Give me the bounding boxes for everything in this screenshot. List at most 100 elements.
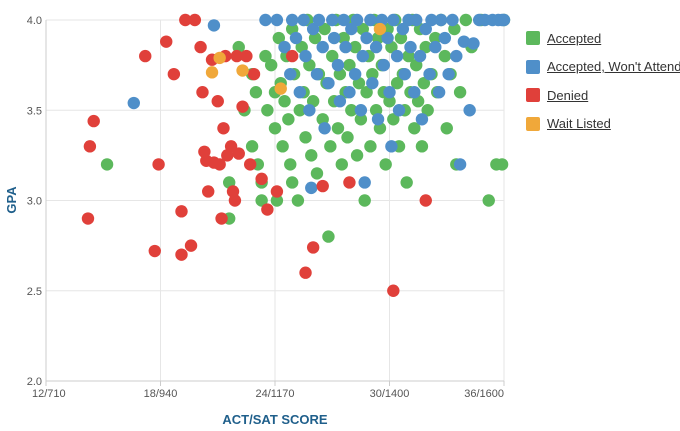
point-accepted-59[interactable]: [354, 113, 368, 126]
point-accepted-won-t-attend-8[interactable]: [293, 86, 307, 99]
point-accepted-won-t-attend-48[interactable]: [404, 40, 417, 54]
point-accepted-won-t-attend-16[interactable]: [316, 40, 329, 54]
legend-item-accepted[interactable]: Accepted: [526, 30, 680, 46]
point-accepted-won-t-attend-49[interactable]: [408, 86, 421, 99]
point-accepted-won-t-attend-20[interactable]: [327, 31, 341, 45]
point-denied-37[interactable]: [270, 185, 284, 198]
point-wait-listed-4[interactable]: [373, 22, 387, 36]
point-denied-21[interactable]: [213, 158, 226, 171]
point-accepted-105[interactable]: [459, 13, 473, 27]
point-accepted-won-t-attend-2[interactable]: [259, 13, 272, 27]
point-accepted-100[interactable]: [440, 122, 453, 135]
point-accepted-won-t-attend-18[interactable]: [322, 76, 335, 90]
point-accepted-won-t-attend-21[interactable]: [331, 58, 345, 72]
point-denied-39[interactable]: [299, 266, 312, 279]
point-accepted-won-t-attend-6[interactable]: [285, 13, 299, 27]
point-denied-7[interactable]: [167, 67, 181, 81]
point-accepted-23[interactable]: [284, 158, 297, 171]
point-denied-11[interactable]: [184, 239, 198, 252]
point-accepted-won-t-attend-32[interactable]: [360, 31, 373, 45]
point-accepted-49[interactable]: [335, 158, 348, 171]
point-accepted-won-t-attend-22[interactable]: [333, 95, 347, 108]
point-accepted-9[interactable]: [255, 194, 268, 207]
point-accepted-won-t-attend-26[interactable]: [345, 22, 358, 36]
point-accepted-44[interactable]: [326, 49, 339, 63]
point-accepted-40[interactable]: [318, 22, 331, 36]
point-accepted-96[interactable]: [429, 31, 442, 45]
point-accepted-won-t-attend-63[interactable]: [453, 158, 467, 171]
point-accepted-won-t-attend-11[interactable]: [303, 104, 316, 117]
point-accepted-won-t-attend-62[interactable]: [450, 49, 463, 63]
point-denied-41[interactable]: [316, 179, 329, 193]
point-denied-17[interactable]: [202, 185, 215, 198]
point-accepted-37[interactable]: [310, 167, 324, 180]
point-accepted-76[interactable]: [387, 113, 400, 126]
point-accepted-53[interactable]: [343, 58, 356, 72]
point-accepted-won-t-attend-65[interactable]: [463, 104, 476, 117]
point-accepted-won-t-attend-23[interactable]: [337, 13, 350, 27]
point-accepted-won-t-attend-54[interactable]: [423, 67, 436, 81]
point-accepted-won-t-attend-50[interactable]: [410, 13, 423, 27]
point-denied-34[interactable]: [247, 67, 261, 81]
point-accepted-won-t-attend-1[interactable]: [207, 19, 221, 32]
point-accepted-won-t-attend-56[interactable]: [429, 40, 442, 54]
point-accepted-92[interactable]: [417, 76, 431, 90]
point-accepted-15[interactable]: [268, 122, 282, 135]
point-wait-listed-2[interactable]: [236, 64, 249, 77]
point-accepted-won-t-attend-33[interactable]: [364, 13, 377, 27]
point-accepted-won-t-attend-55[interactable]: [425, 13, 438, 27]
point-denied-23[interactable]: [217, 122, 230, 135]
point-denied-12[interactable]: [188, 13, 202, 27]
point-accepted-22[interactable]: [282, 113, 295, 126]
point-denied-28[interactable]: [228, 194, 242, 207]
point-accepted-7[interactable]: [249, 86, 263, 99]
point-accepted-78[interactable]: [390, 76, 404, 90]
point-accepted-74[interactable]: [383, 95, 396, 108]
point-accepted-65[interactable]: [366, 67, 379, 81]
point-wait-listed-3[interactable]: [274, 82, 287, 95]
point-denied-33[interactable]: [243, 158, 257, 171]
point-accepted-11[interactable]: [259, 49, 272, 63]
point-accepted-won-t-attend-19[interactable]: [326, 13, 339, 27]
point-accepted-52[interactable]: [341, 131, 354, 144]
point-accepted-93[interactable]: [419, 40, 432, 54]
point-accepted-won-t-attend-12[interactable]: [305, 181, 318, 195]
point-accepted-6[interactable]: [245, 140, 259, 153]
point-denied-4[interactable]: [148, 244, 161, 258]
point-denied-35[interactable]: [255, 172, 268, 186]
point-accepted-won-t-attend-38[interactable]: [377, 58, 390, 72]
point-accepted-won-t-attend-9[interactable]: [297, 13, 310, 27]
point-accepted-12[interactable]: [261, 104, 274, 117]
point-wait-listed-0[interactable]: [213, 51, 226, 65]
point-accepted-19[interactable]: [276, 140, 289, 153]
point-accepted-91[interactable]: [415, 140, 429, 153]
point-accepted-won-t-attend-25[interactable]: [343, 86, 356, 99]
point-denied-44[interactable]: [419, 194, 432, 207]
point-accepted-won-t-attend-24[interactable]: [339, 40, 352, 54]
point-denied-1[interactable]: [83, 140, 97, 153]
legend-item-accepted-wont-attend[interactable]: Accepted, Won't Attend: [526, 59, 680, 75]
point-accepted-won-t-attend-15[interactable]: [312, 13, 326, 27]
point-accepted-94[interactable]: [421, 104, 434, 117]
point-accepted-won-t-attend-52[interactable]: [415, 113, 429, 126]
point-accepted-62[interactable]: [360, 86, 373, 99]
point-denied-32[interactable]: [240, 49, 253, 63]
point-accepted-won-t-attend-27[interactable]: [348, 67, 362, 81]
point-accepted-72[interactable]: [379, 158, 392, 171]
point-accepted-34[interactable]: [305, 149, 318, 162]
point-accepted-won-t-attend-30[interactable]: [356, 49, 369, 63]
point-denied-2[interactable]: [87, 114, 100, 128]
point-accepted-61[interactable]: [358, 194, 371, 207]
point-denied-42[interactable]: [343, 176, 356, 189]
point-accepted-won-t-attend-5[interactable]: [284, 67, 297, 81]
point-denied-30[interactable]: [232, 147, 245, 160]
point-denied-13[interactable]: [194, 40, 207, 54]
point-accepted-won-t-attend-59[interactable]: [438, 31, 452, 45]
point-accepted-won-t-attend-61[interactable]: [446, 13, 459, 27]
point-denied-10[interactable]: [179, 13, 192, 27]
point-accepted-won-t-attend-10[interactable]: [299, 49, 312, 63]
point-accepted-won-t-attend-39[interactable]: [381, 31, 394, 45]
point-accepted-99[interactable]: [438, 49, 452, 63]
point-accepted-won-t-attend-14[interactable]: [310, 67, 324, 81]
point-accepted-won-t-attend-60[interactable]: [442, 67, 455, 81]
